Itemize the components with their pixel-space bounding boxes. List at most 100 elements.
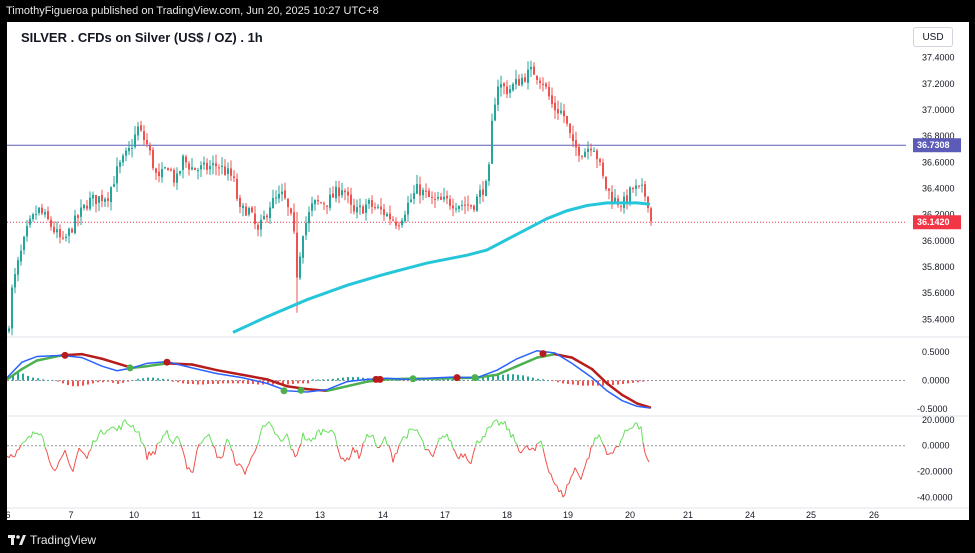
price-tick-label: 36.4000 <box>922 184 955 194</box>
oscillator-segment <box>302 432 306 440</box>
oscillator-segment <box>632 422 636 428</box>
oscillator-segment <box>534 443 538 452</box>
oscillator-segment <box>422 441 426 450</box>
candle <box>644 180 646 202</box>
oscillator-segment <box>26 435 30 439</box>
time-tick-label: 12 <box>253 510 263 520</box>
candle-body <box>107 198 109 201</box>
candle-body <box>50 219 52 227</box>
oscillator-segment <box>88 449 92 453</box>
oscillator-segment <box>296 447 300 456</box>
candle <box>392 215 394 222</box>
oscillator-segment <box>606 453 610 456</box>
histogram-bar <box>117 380 119 384</box>
histogram-bar <box>437 379 439 381</box>
oscillator-segment <box>492 420 496 423</box>
oscillator-segment <box>574 467 578 472</box>
histogram-bar <box>97 380 99 383</box>
candle-body <box>152 149 154 169</box>
oscillator-segment <box>60 454 64 459</box>
currency-button[interactable]: USD <box>913 27 953 47</box>
candle-body <box>287 198 289 208</box>
histogram-bar <box>252 380 254 384</box>
histogram-bar <box>182 380 184 384</box>
candle-body <box>170 169 172 171</box>
candle-body <box>227 168 229 175</box>
oscillator-segment <box>512 434 516 443</box>
chart-canvas[interactable]: 37.4000 37.2000 37.0000 36.8000 36.6000 36.40… <box>7 22 969 520</box>
candle-body <box>92 194 94 199</box>
histogram-bar <box>547 379 549 381</box>
tradingview-logo[interactable]: TradingView <box>8 533 96 547</box>
candle-body <box>536 75 538 80</box>
oscillator-segment <box>202 437 206 441</box>
candle-body <box>464 204 466 206</box>
oscillator-segment <box>542 448 546 458</box>
histogram-bar <box>632 380 634 383</box>
candle-body <box>482 189 484 195</box>
signal-line-segment <box>590 367 609 385</box>
candle <box>587 141 589 160</box>
candle-body <box>437 197 439 199</box>
oscillator-segment <box>586 457 590 460</box>
candle-body <box>26 225 28 237</box>
candle-body <box>98 196 100 203</box>
candle <box>221 156 223 175</box>
candle-body <box>593 150 595 152</box>
candle-body <box>293 212 295 232</box>
candle-body <box>359 205 361 208</box>
histogram-bar <box>112 380 114 383</box>
signal-line-segment <box>620 393 639 405</box>
candle-body <box>422 189 424 196</box>
oscillator-segment <box>504 421 508 431</box>
candle <box>215 154 217 176</box>
candle-body <box>23 236 25 250</box>
oscillator-segment <box>68 463 72 469</box>
candle <box>149 142 151 156</box>
candle-body <box>182 155 184 170</box>
cross-marker <box>539 350 547 358</box>
oscillator-segment <box>44 446 48 452</box>
candle <box>563 103 565 124</box>
oscillator-segment <box>138 431 142 442</box>
time-tick-label: 20 <box>625 510 635 520</box>
signal-line-segment <box>535 352 557 359</box>
histogram-bar <box>407 380 409 382</box>
oscillator-segment <box>168 437 172 442</box>
oscillator-segment <box>592 437 596 447</box>
oscillator-segment <box>298 443 302 449</box>
oscillator-segment <box>568 476 572 484</box>
candle-body <box>194 167 196 171</box>
candle <box>188 160 190 176</box>
candle <box>11 284 13 336</box>
candle <box>251 205 253 214</box>
oscillator-segment <box>626 428 630 432</box>
oscillator-segment <box>418 434 422 439</box>
candle <box>83 204 85 211</box>
candle-body <box>584 151 586 158</box>
oscillator-segment <box>116 425 120 432</box>
candle-body <box>440 196 442 200</box>
candle <box>407 195 409 222</box>
oscillator-segment <box>578 475 582 480</box>
candle-body <box>419 184 421 196</box>
signal-line-segment <box>265 378 289 388</box>
chart-panel[interactable]: 37.4000 37.2000 37.0000 36.8000 36.6000 36.40… <box>7 22 969 520</box>
candle <box>77 213 79 227</box>
histogram-bar <box>402 380 404 382</box>
oscillator-segment <box>330 429 334 433</box>
candle <box>458 205 460 213</box>
time-tick-label: 26 <box>869 510 879 520</box>
candle <box>419 176 421 204</box>
oscillator-segment <box>564 484 568 495</box>
candle-body <box>140 125 142 131</box>
histogram-bar <box>72 380 74 387</box>
oscillator-segment <box>360 443 364 454</box>
candle-body <box>215 163 217 167</box>
candle-body <box>269 207 271 219</box>
oscillator-segment <box>388 445 392 452</box>
histogram-bar <box>152 377 154 381</box>
candle <box>512 82 514 92</box>
histogram-bar <box>22 373 24 381</box>
oscillator-segment <box>454 451 458 457</box>
